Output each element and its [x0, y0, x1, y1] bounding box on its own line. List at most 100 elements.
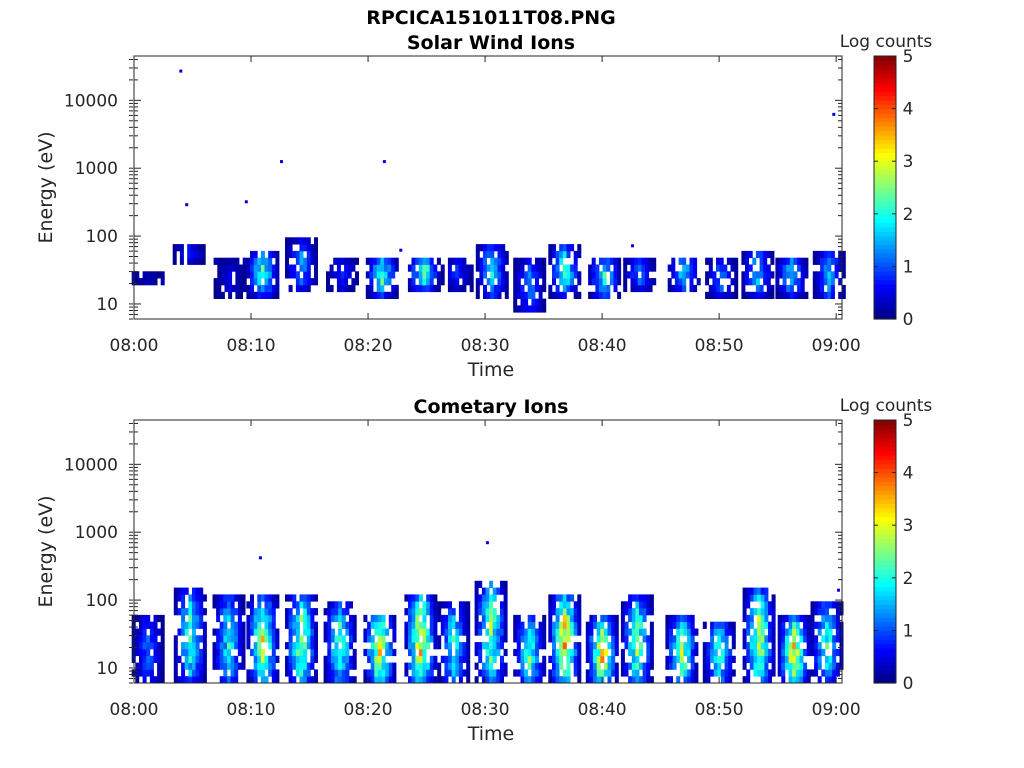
heatmap-cell	[555, 662, 560, 670]
heatmap-cell	[679, 648, 684, 657]
heatmap-cell	[535, 264, 539, 272]
heatmap-cell	[516, 278, 521, 286]
heatmap-cell	[552, 250, 556, 259]
heatmap-cell	[630, 264, 635, 272]
heatmap-cell	[223, 676, 228, 684]
heatmap-cell	[426, 271, 430, 279]
heatmap-cell	[195, 642, 200, 650]
heatmap-cell	[542, 621, 547, 629]
heatmap-cell	[676, 642, 681, 650]
heatmap-cell	[676, 648, 681, 657]
heatmap-cell	[314, 244, 318, 252]
heatmap-cell	[268, 669, 273, 677]
heatmap-cell	[607, 662, 612, 670]
heatmap-cell	[299, 648, 304, 657]
heatmap-cell	[271, 662, 276, 670]
heatmap-cell	[202, 635, 207, 643]
heatmap-cell	[387, 264, 392, 272]
heatmap-cell	[793, 278, 798, 286]
heatmap-cell	[682, 264, 687, 272]
colorbar-segment	[874, 305, 896, 311]
heatmap-cell	[652, 264, 657, 272]
heatmap-cell	[669, 628, 673, 636]
heatmap-cell	[770, 271, 775, 279]
heatmap-cell	[600, 628, 605, 636]
heatmap-cell	[496, 621, 501, 629]
heatmap-cell	[411, 594, 416, 602]
heatmap-cell	[734, 271, 739, 279]
heatmap-cell	[614, 628, 619, 636]
heatmap-cell	[241, 601, 246, 609]
heatmap-cell	[288, 662, 293, 670]
heatmap-cell	[490, 264, 495, 272]
heatmap-cell	[411, 635, 416, 643]
heatmap-cell	[683, 628, 688, 636]
heatmap-cell	[411, 628, 416, 636]
heatmap-cell	[562, 271, 567, 279]
heatmap-cell	[760, 676, 765, 684]
heatmap-cell	[173, 669, 178, 677]
heatmap-cell	[223, 642, 228, 650]
heatmap-cell	[338, 628, 343, 636]
heatmap-cell	[250, 648, 254, 657]
colorbar-segment	[874, 520, 896, 526]
heatmap-cell	[160, 628, 165, 636]
heatmap-cell	[631, 655, 636, 663]
heatmap-cell	[426, 264, 430, 272]
heatmap-cell	[377, 628, 382, 636]
x-tick-label: 08:00	[110, 336, 159, 356]
heatmap-cell	[418, 257, 423, 265]
heatmap-cell	[299, 237, 304, 245]
colorbar-segment	[874, 626, 896, 631]
heatmap-cell	[814, 642, 819, 650]
heatmap-cell	[835, 608, 840, 616]
heatmap-cell	[370, 635, 375, 643]
heatmap-cell	[665, 635, 670, 643]
heatmap-cell	[642, 676, 647, 684]
heatmap-cell	[596, 642, 601, 650]
heatmap-cell	[292, 621, 297, 629]
heatmap-cell	[257, 628, 262, 636]
heatmap-cell	[462, 642, 467, 650]
heatmap-cell	[135, 648, 140, 657]
heatmap-cell	[177, 594, 182, 602]
heatmap-cell	[227, 648, 231, 657]
heatmap-cell	[373, 264, 377, 272]
heatmap-cell	[415, 271, 420, 279]
heatmap-cell	[295, 257, 300, 265]
heatmap-cell	[323, 676, 328, 684]
heatmap-cell	[462, 608, 467, 616]
heatmap-cell	[723, 264, 728, 272]
heatmap-cell	[192, 621, 196, 629]
heatmap-cell	[535, 676, 539, 684]
colorbar-segment	[874, 507, 896, 513]
heatmap-cell	[531, 676, 536, 684]
heatmap-cell	[292, 614, 297, 623]
heatmap-cell	[562, 621, 567, 629]
heatmap-cell	[542, 257, 547, 265]
heatmap-cell	[631, 628, 636, 636]
heatmap-cell	[253, 257, 258, 265]
heatmap-cell	[188, 621, 193, 629]
heatmap-cell	[227, 594, 231, 602]
heatmap-cell	[630, 284, 635, 293]
heatmap-cell	[768, 676, 772, 684]
heatmap-cell	[562, 614, 567, 623]
heatmap-cell	[635, 655, 640, 663]
heatmap-cell	[306, 250, 311, 259]
heatmap-cell	[600, 669, 605, 677]
heatmap-cell	[160, 278, 165, 286]
heatmap-cell	[433, 676, 438, 684]
heatmap-cell	[188, 594, 193, 602]
heatmap-cell	[268, 662, 273, 670]
colorbar-segment	[874, 516, 896, 522]
heatmap-cell	[408, 621, 412, 629]
heatmap-cell	[726, 284, 731, 293]
heatmap-cell	[415, 655, 420, 663]
colorbar-segment	[874, 200, 896, 206]
heatmap-cell	[250, 257, 254, 265]
heatmap-cell	[602, 291, 607, 299]
heatmap-cell	[338, 648, 343, 657]
heatmap-cell	[555, 264, 560, 272]
